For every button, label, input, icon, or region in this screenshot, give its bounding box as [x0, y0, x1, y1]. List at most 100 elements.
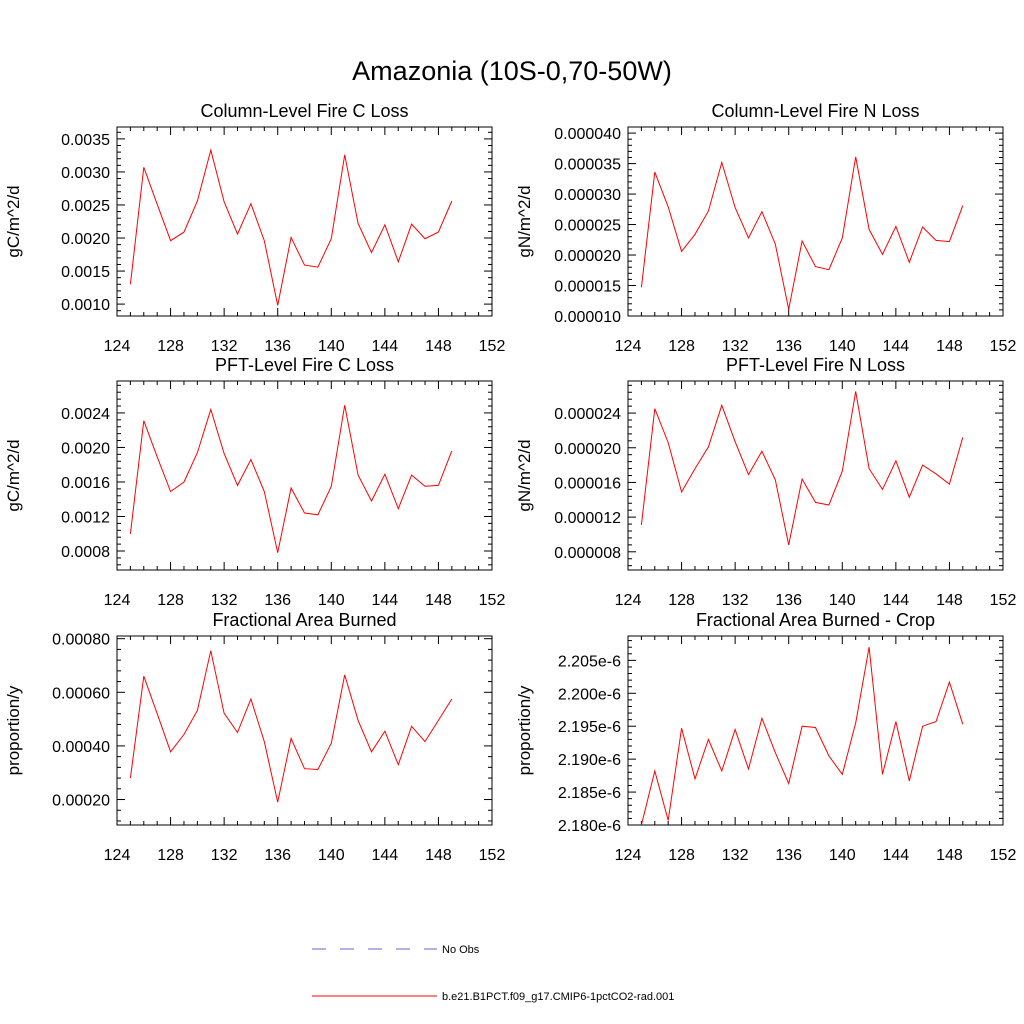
x-tick-label: 132 [211, 338, 238, 355]
y-tick-label: 0.00060 [52, 685, 110, 702]
x-tick-label: 132 [722, 592, 749, 609]
chart-panel-2: Column-Level Fire N Loss gN/m^2/d 124 128 13… [515, 101, 1016, 355]
x-tick-label: 124 [615, 592, 642, 609]
x-tick-label: 132 [211, 847, 238, 864]
x-tick-label: 144 [372, 847, 399, 864]
x-tick-label: 152 [479, 592, 506, 609]
x-tick-label: 148 [936, 592, 963, 609]
x-tick-label: 140 [829, 338, 856, 355]
y-tick-label: 0.0015 [61, 264, 110, 281]
x-tick-label: 124 [104, 338, 131, 355]
x-tick-label: 124 [615, 847, 642, 864]
y-tick-label: 0.000025 [554, 218, 621, 235]
panels-group: Column-Level Fire C Loss gC/m^2/d 124 128 13… [4, 101, 1016, 864]
x-tick-label: 144 [372, 592, 399, 609]
plot-frame [627, 126, 1004, 317]
series-line-model [640, 156, 964, 310]
y-tick-label: 2.195e-6 [558, 719, 621, 736]
y-axis-label: gN/m^2/d [515, 185, 534, 257]
panel-title: Fractional Area Burned [212, 610, 396, 630]
x-tick-label: 144 [883, 338, 910, 355]
y-tick-label: 0.000030 [554, 187, 621, 204]
x-tick-label: 148 [936, 338, 963, 355]
x-tick-label: 140 [318, 847, 345, 864]
legend: No Obs b.e21.B1PCT.f09_g17.CMIP6-1pctCO2… [312, 944, 674, 1003]
chart-panel-5: Fractional Area Burned proportion/y 124 128… [4, 610, 505, 864]
plot-frame [627, 380, 1004, 571]
series-line-model [129, 650, 453, 803]
x-tick-label: 124 [104, 847, 131, 864]
x-tick-label: 140 [829, 592, 856, 609]
x-tick-label: 140 [318, 338, 345, 355]
y-tick-label: 0.00040 [52, 739, 110, 756]
legend-obs-label: No Obs [442, 944, 480, 956]
y-tick-label: 0.0020 [61, 231, 110, 248]
y-tick-label: 0.0035 [61, 132, 110, 149]
y-axis-label: proportion/y [4, 685, 23, 775]
x-tick-label: 144 [883, 847, 910, 864]
figure-title: Amazonia (10S-0,70-50W) [352, 56, 672, 86]
x-tick-label: 148 [936, 847, 963, 864]
x-tick-label: 136 [264, 338, 291, 355]
plot-frame [116, 126, 493, 317]
y-tick-label: 0.000035 [554, 157, 621, 174]
x-tick-label: 132 [722, 338, 749, 355]
x-tick-label: 136 [264, 592, 291, 609]
x-tick-label: 140 [318, 592, 345, 609]
y-tick-label: 2.185e-6 [558, 785, 621, 802]
y-tick-label: 0.0025 [61, 198, 110, 215]
y-axis-label: gC/m^2/d [4, 439, 23, 511]
y-tick-label: 0.0008 [61, 544, 110, 561]
y-tick-label: 0.0020 [61, 440, 110, 457]
series-line-model [129, 405, 453, 553]
y-tick-label: 0.000012 [554, 510, 621, 527]
y-tick-label: 0.0010 [61, 297, 110, 314]
y-tick-label: 0.00080 [52, 632, 110, 649]
legend-model-label: b.e21.B1PCT.f09_g17.CMIP6-1pctCO2-rad.00… [442, 991, 674, 1003]
x-tick-label: 124 [104, 592, 131, 609]
y-tick-label: 0.000015 [554, 279, 621, 296]
x-tick-label: 136 [775, 847, 802, 864]
y-tick-label: 2.200e-6 [558, 686, 621, 703]
x-tick-label: 152 [990, 847, 1017, 864]
chart-panel-1: Column-Level Fire C Loss gC/m^2/d 124 128 13… [4, 101, 505, 355]
y-tick-label: 0.000040 [554, 126, 621, 143]
x-tick-label: 128 [668, 592, 695, 609]
panel-title: Column-Level Fire N Loss [711, 101, 919, 121]
panel-title: Fractional Area Burned - Crop [696, 610, 935, 630]
panel-title: PFT-Level Fire C Loss [215, 355, 394, 375]
y-tick-label: 0.0012 [61, 509, 110, 526]
x-tick-label: 132 [722, 847, 749, 864]
x-tick-label: 128 [157, 338, 184, 355]
chart-panel-6: Fractional Area Burned - Crop proportion/… [515, 610, 1016, 864]
y-tick-label: 2.180e-6 [558, 818, 621, 835]
plot-frame [116, 635, 493, 826]
y-tick-label: 2.205e-6 [558, 653, 621, 670]
x-tick-label: 152 [990, 592, 1017, 609]
x-tick-label: 132 [211, 592, 238, 609]
chart-panel-4: PFT-Level Fire N Loss gN/m^2/d 124 128 132 13… [515, 355, 1016, 609]
plot-frame [627, 635, 1004, 826]
y-tick-label: 2.190e-6 [558, 752, 621, 769]
y-tick-label: 0.0024 [61, 406, 110, 423]
y-tick-label: 0.000008 [554, 545, 621, 562]
x-tick-label: 128 [157, 847, 184, 864]
y-tick-label: 0.000010 [554, 309, 621, 326]
chart-panel-3: PFT-Level Fire C Loss gC/m^2/d 124 128 132 13… [4, 355, 505, 609]
y-tick-label: 0.0030 [61, 165, 110, 182]
x-tick-label: 140 [829, 847, 856, 864]
y-axis-label: gC/m^2/d [4, 185, 23, 257]
y-tick-label: 0.000024 [554, 406, 621, 423]
panel-title: PFT-Level Fire N Loss [726, 355, 905, 375]
x-tick-label: 152 [990, 338, 1017, 355]
y-axis-label: proportion/y [515, 685, 534, 775]
x-tick-label: 124 [615, 338, 642, 355]
x-tick-label: 152 [479, 847, 506, 864]
y-tick-label: 0.0016 [61, 475, 110, 492]
x-tick-label: 128 [668, 847, 695, 864]
x-tick-label: 136 [775, 592, 802, 609]
plot-frame [116, 380, 493, 571]
y-tick-label: 0.000020 [554, 248, 621, 265]
x-tick-label: 152 [479, 338, 506, 355]
